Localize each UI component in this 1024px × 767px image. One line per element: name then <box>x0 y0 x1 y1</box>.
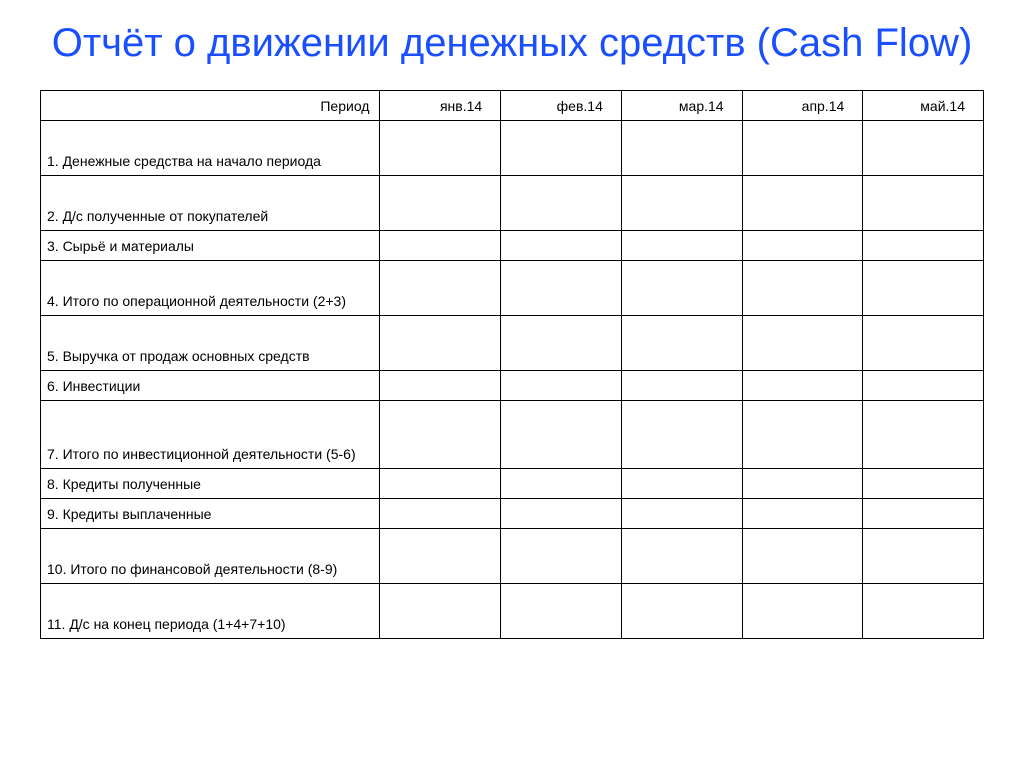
cell-r3-c1 <box>501 261 622 316</box>
cell-r4-c4 <box>863 316 984 371</box>
cell-r7-c1 <box>501 469 622 499</box>
cell-r6-c4 <box>863 401 984 469</box>
cell-r1-c2 <box>621 176 742 231</box>
row-label: 4. Итого по операционной деятельности (2… <box>41 261 380 316</box>
cell-r4-c0 <box>380 316 501 371</box>
row-label: 1. Денежные средства на начало периода <box>41 121 380 176</box>
header-month-0: янв.14 <box>380 91 501 121</box>
cell-r10-c0 <box>380 584 501 639</box>
cell-r7-c0 <box>380 469 501 499</box>
cell-r9-c4 <box>863 529 984 584</box>
row-label: 2. Д/с полученные от покупателей <box>41 176 380 231</box>
cell-r5-c3 <box>742 371 863 401</box>
cell-r8-c2 <box>621 499 742 529</box>
cell-r1-c1 <box>501 176 622 231</box>
table-row: 3. Сырьё и материалы <box>41 231 984 261</box>
cell-r1-c3 <box>742 176 863 231</box>
cell-r0-c0 <box>380 121 501 176</box>
cashflow-table: Периодянв.14фев.14мар.14апр.14май.141. Д… <box>40 90 984 639</box>
cell-r2-c1 <box>501 231 622 261</box>
row-label: 3. Сырьё и материалы <box>41 231 380 261</box>
cell-r3-c4 <box>863 261 984 316</box>
cell-r9-c1 <box>501 529 622 584</box>
cell-r1-c4 <box>863 176 984 231</box>
header-period-label: Период <box>41 91 380 121</box>
row-label: 10. Итого по финансовой деятельности (8-… <box>41 529 380 584</box>
row-label: 8. Кредиты полученные <box>41 469 380 499</box>
table-row: 8. Кредиты полученные <box>41 469 984 499</box>
cell-r2-c2 <box>621 231 742 261</box>
page-title: Отчёт о движении денежных средств (Cash … <box>0 0 1024 90</box>
cell-r2-c3 <box>742 231 863 261</box>
cell-r0-c4 <box>863 121 984 176</box>
table-row: 9. Кредиты выплаченные <box>41 499 984 529</box>
cell-r5-c2 <box>621 371 742 401</box>
cell-r0-c3 <box>742 121 863 176</box>
cell-r2-c0 <box>380 231 501 261</box>
cell-r6-c2 <box>621 401 742 469</box>
table-row: 11. Д/с на конец периода (1+4+7+10) <box>41 584 984 639</box>
cell-r5-c0 <box>380 371 501 401</box>
cashflow-table-body: Периодянв.14фев.14мар.14апр.14май.141. Д… <box>41 91 984 639</box>
cell-r5-c1 <box>501 371 622 401</box>
cell-r8-c0 <box>380 499 501 529</box>
header-month-2: мар.14 <box>621 91 742 121</box>
row-label: 7. Итого по инвестиционной деятельности … <box>41 401 380 469</box>
cell-r7-c3 <box>742 469 863 499</box>
table-row: 10. Итого по финансовой деятельности (8-… <box>41 529 984 584</box>
row-label: 11. Д/с на конец периода (1+4+7+10) <box>41 584 380 639</box>
cell-r10-c1 <box>501 584 622 639</box>
table-row: 5. Выручка от продаж основных средств <box>41 316 984 371</box>
table-header-row: Периодянв.14фев.14мар.14апр.14май.14 <box>41 91 984 121</box>
cell-r9-c3 <box>742 529 863 584</box>
table-row: 2. Д/с полученные от покупателей <box>41 176 984 231</box>
header-month-4: май.14 <box>863 91 984 121</box>
cell-r9-c2 <box>621 529 742 584</box>
table-row: 7. Итого по инвестиционной деятельности … <box>41 401 984 469</box>
cell-r6-c0 <box>380 401 501 469</box>
cell-r0-c2 <box>621 121 742 176</box>
cell-r0-c1 <box>501 121 622 176</box>
cell-r2-c4 <box>863 231 984 261</box>
cell-r8-c1 <box>501 499 622 529</box>
cashflow-table-container: Периодянв.14фев.14мар.14апр.14май.141. Д… <box>0 90 1024 639</box>
cell-r9-c0 <box>380 529 501 584</box>
cell-r6-c3 <box>742 401 863 469</box>
row-label: 6. Инвестиции <box>41 371 380 401</box>
cell-r3-c0 <box>380 261 501 316</box>
cell-r3-c2 <box>621 261 742 316</box>
cell-r3-c3 <box>742 261 863 316</box>
cell-r8-c3 <box>742 499 863 529</box>
table-row: 4. Итого по операционной деятельности (2… <box>41 261 984 316</box>
cell-r10-c2 <box>621 584 742 639</box>
cell-r4-c2 <box>621 316 742 371</box>
header-month-1: фев.14 <box>501 91 622 121</box>
cell-r10-c3 <box>742 584 863 639</box>
cell-r5-c4 <box>863 371 984 401</box>
cell-r7-c2 <box>621 469 742 499</box>
cell-r7-c4 <box>863 469 984 499</box>
cell-r4-c1 <box>501 316 622 371</box>
cell-r4-c3 <box>742 316 863 371</box>
cell-r8-c4 <box>863 499 984 529</box>
header-month-3: апр.14 <box>742 91 863 121</box>
row-label: 9. Кредиты выплаченные <box>41 499 380 529</box>
table-row: 1. Денежные средства на начало периода <box>41 121 984 176</box>
table-row: 6. Инвестиции <box>41 371 984 401</box>
cell-r6-c1 <box>501 401 622 469</box>
cell-r1-c0 <box>380 176 501 231</box>
row-label: 5. Выручка от продаж основных средств <box>41 316 380 371</box>
cell-r10-c4 <box>863 584 984 639</box>
